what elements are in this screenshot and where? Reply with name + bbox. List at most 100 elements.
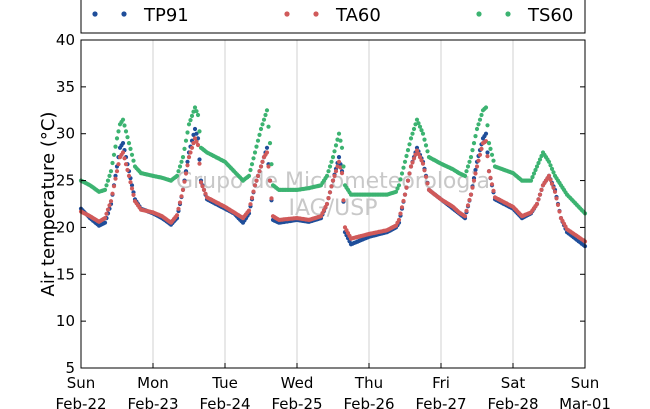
data-point [120,150,126,155]
data-point [477,152,483,157]
data-point [531,171,537,176]
data-point [110,191,115,196]
data-point [174,173,180,178]
plot-frame [80,39,586,369]
data-point [393,189,399,194]
y-tick-label: 40 [56,31,75,49]
data-point [261,117,267,122]
data-point [534,164,540,169]
vertical-gridlines [152,40,514,368]
data-point [402,192,408,197]
data-point [464,208,469,213]
data-point [405,148,411,153]
data-point [258,126,264,132]
data-point [470,148,475,153]
data-point [122,156,127,161]
data-point [483,139,489,144]
data-point [189,145,195,150]
data-point [326,196,331,201]
data-point [416,121,421,126]
data-point [123,129,129,134]
data-point [483,105,489,110]
data-point [417,155,423,160]
data-point [192,126,198,132]
data-point [102,187,108,192]
data-point [548,163,553,168]
data-point [113,144,118,149]
data-point [330,178,336,183]
data-point [111,184,117,189]
data-point [533,167,538,173]
data-point [549,166,555,171]
data-point [188,118,193,123]
data-point [177,164,183,169]
data-point [105,207,111,212]
data-point [195,112,201,118]
data-point [489,182,495,187]
data-point [549,181,555,186]
data-point [398,211,403,216]
data-point [180,187,186,192]
data-point [396,217,402,222]
data-point [255,173,261,178]
x-tick-day: Sun [571,374,600,392]
data-point [536,197,541,202]
data-point [195,136,201,141]
data-point [104,211,109,216]
data-point [330,155,336,160]
x-tick-day: Sat [501,374,526,392]
legend-marker [476,11,482,17]
data-point [185,159,190,164]
data-point [552,189,558,194]
data-point [489,152,495,157]
data-point [102,220,108,225]
x-tick-date: Mar-01 [559,395,611,409]
data-point [551,170,556,175]
legend-item: TS60 [476,5,573,26]
data-point [401,165,406,170]
data-point [420,131,426,136]
y-tick-label: 20 [56,218,75,236]
data-point [341,164,346,169]
x-tick-day: Tue [211,374,238,392]
data-point [327,164,333,169]
data-point [537,157,543,162]
data-point [180,155,186,160]
data-point [257,169,262,174]
data-point [546,173,552,178]
data-point [248,202,253,207]
data-point [125,167,130,173]
data-point [422,168,427,173]
data-point [425,181,430,186]
data-point [329,159,334,164]
data-point [258,164,264,169]
data-point [398,177,403,182]
data-point [485,154,490,159]
data-point [116,162,121,167]
data-point [408,164,414,169]
data-point [197,157,202,162]
data-point [465,164,471,169]
data-point [471,178,477,183]
data-point [476,122,481,127]
data-point [333,143,339,148]
data-point [186,155,192,160]
data-point [255,138,261,143]
data-point [324,201,330,207]
data-point [251,189,256,194]
series-TA60 [78,136,588,244]
data-point [530,175,535,180]
x-axis: Sun Feb-22 Mon Feb-23 Tue Feb-24 Wed Feb-25 Thu F… [55,363,611,409]
data-point [254,178,259,183]
x-tick-day: Mon [137,374,169,392]
data-point [399,205,405,210]
data-point [111,152,117,157]
data-point [269,196,274,201]
data-point [182,179,187,184]
legend-box [80,0,586,34]
data-point [102,216,108,221]
data-point [267,178,273,183]
data-point [203,191,208,196]
data-point [192,105,198,110]
data-point [107,173,112,178]
